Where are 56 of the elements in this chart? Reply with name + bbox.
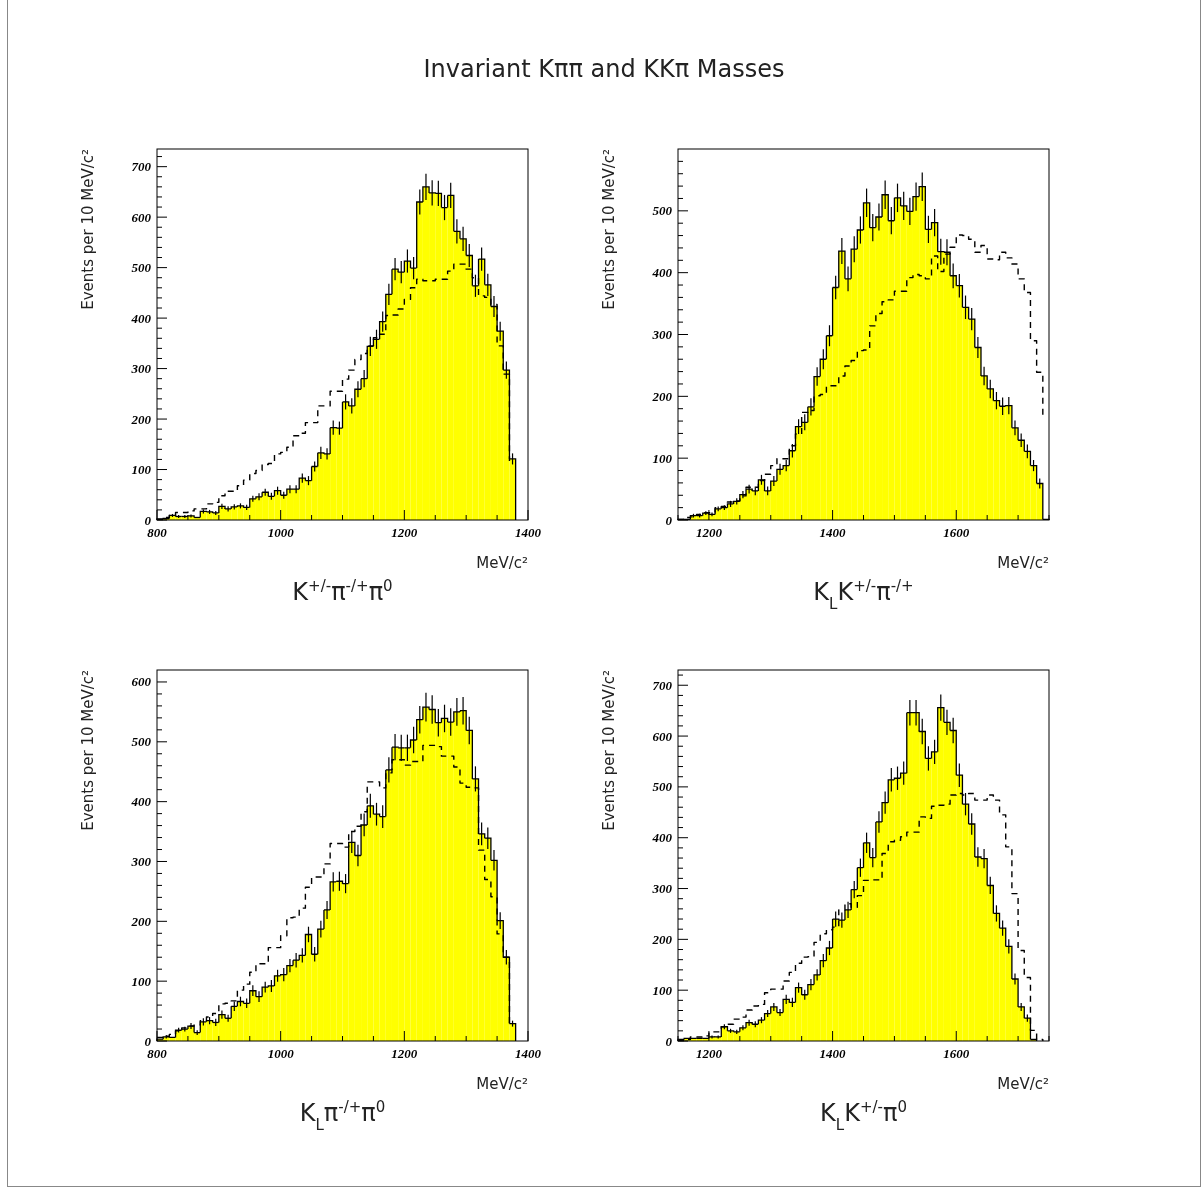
y-tick-label: 300 xyxy=(651,881,673,897)
text: K$_{L}$π$^{-/+}$π$^{0}$ xyxy=(299,1098,386,1134)
y-tick-label: 500 xyxy=(131,734,152,750)
text: K$^{+/-}$π$^{-/+}$π$^{0}$ xyxy=(292,577,393,606)
y-tick-label: 700 xyxy=(131,159,152,175)
y-tick-label: 100 xyxy=(652,982,673,998)
y-tick-label: 400 xyxy=(130,794,152,810)
x-tick-label: 1200 xyxy=(695,525,723,540)
x-tick-label: 1600 xyxy=(943,1046,970,1061)
y-tick-label: 300 xyxy=(130,361,152,377)
y-tick-label: 300 xyxy=(130,853,152,869)
y-tick-label: 500 xyxy=(652,779,673,795)
x-tick-label: 800 xyxy=(147,525,168,540)
x-tick-label: 1600 xyxy=(943,525,970,540)
x-tick-label: 1400 xyxy=(819,525,847,540)
y-tick-label: 500 xyxy=(652,203,673,219)
y-tick-label: 200 xyxy=(130,411,152,427)
y-tick-label: 200 xyxy=(651,388,673,404)
y-axis-title: Events per 10 MeV/c² xyxy=(79,670,97,831)
x-tick-label: 1200 xyxy=(391,1046,418,1061)
y-tick-label: 600 xyxy=(652,728,673,744)
x-tick-label: 800 xyxy=(147,1046,168,1061)
y-tick-label: 600 xyxy=(131,209,152,225)
y-tick-label: 600 xyxy=(131,674,152,690)
y-tick-label: 500 xyxy=(131,260,152,276)
x-axis-title: MeV/c² xyxy=(997,554,1049,572)
y-tick-label: 0 xyxy=(665,1033,673,1049)
y-tick-label: 300 xyxy=(651,327,673,342)
y-tick-label: 200 xyxy=(651,931,673,947)
y-axis-title: Events per 10 MeV/c² xyxy=(79,149,97,310)
y-tick-label: 100 xyxy=(131,462,152,478)
x-tick-label: 1400 xyxy=(515,525,542,540)
y-tick-label: 100 xyxy=(652,450,673,466)
y-tick-label: 100 xyxy=(131,973,152,989)
y-tick-label: 400 xyxy=(130,310,152,326)
y-tick-label: 400 xyxy=(651,830,673,846)
y-tick-label: 0 xyxy=(665,512,673,528)
text: K$_{L}$K$^{+/-}$π$^{-/+}$ xyxy=(813,577,914,613)
x-tick-label: 1400 xyxy=(819,1046,847,1061)
x-tick-label: 1200 xyxy=(391,525,418,540)
text: K$_{L}$K$^{+/-}$π$^{0}$ xyxy=(820,1098,907,1134)
y-tick-label: 400 xyxy=(651,265,673,281)
y-tick-label: 700 xyxy=(652,677,673,693)
x-tick-label: 1400 xyxy=(515,1046,542,1061)
x-tick-label: 1200 xyxy=(695,1046,723,1061)
y-tick-label: 0 xyxy=(144,1033,152,1049)
x-tick-label: 1000 xyxy=(267,525,295,540)
y-tick-label: 200 xyxy=(130,913,152,929)
x-tick-label: 1000 xyxy=(267,1046,295,1061)
x-axis-title: MeV/c² xyxy=(476,554,528,572)
y-tick-label: 0 xyxy=(144,512,152,528)
x-axis-title: MeV/c² xyxy=(476,1075,528,1093)
text: Invariant Kππ and KKπ Masses xyxy=(423,55,785,83)
y-axis-title: Events per 10 MeV/c² xyxy=(600,670,618,831)
y-axis-title: Events per 10 MeV/c² xyxy=(600,149,618,310)
x-axis-title: MeV/c² xyxy=(997,1075,1049,1093)
